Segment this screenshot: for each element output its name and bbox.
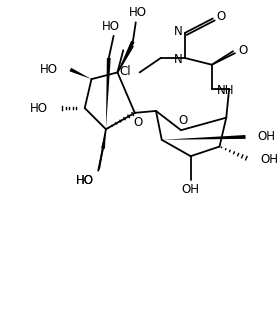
Text: Cl: Cl: [119, 65, 131, 78]
Text: NH: NH: [217, 84, 234, 97]
Polygon shape: [162, 135, 246, 140]
Text: HO: HO: [75, 174, 93, 187]
Text: OH: OH: [182, 183, 200, 196]
Text: OH: OH: [260, 152, 278, 166]
Text: O: O: [133, 116, 142, 129]
Text: N: N: [174, 25, 182, 37]
Polygon shape: [101, 129, 106, 149]
Text: HO: HO: [40, 63, 58, 76]
Text: O: O: [217, 10, 226, 23]
Text: HO: HO: [76, 174, 94, 187]
Polygon shape: [106, 58, 111, 129]
Text: O: O: [178, 114, 187, 127]
Text: N: N: [174, 53, 182, 67]
Text: HO: HO: [30, 101, 48, 115]
Text: OH: OH: [257, 130, 275, 143]
Text: HO: HO: [102, 20, 120, 33]
Text: HO: HO: [129, 6, 147, 19]
Text: O: O: [238, 44, 247, 57]
Polygon shape: [69, 68, 92, 79]
Polygon shape: [117, 41, 134, 72]
